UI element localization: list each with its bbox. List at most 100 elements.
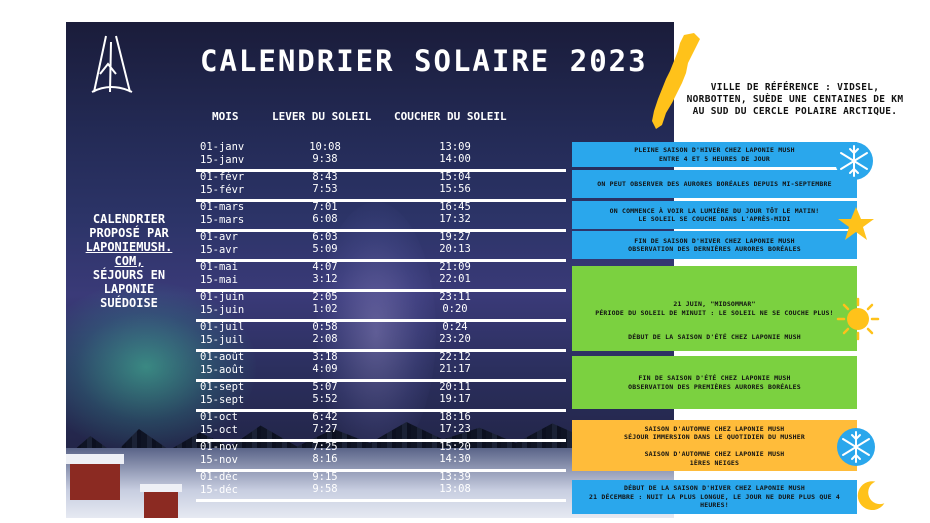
season-note: SAISON D'AUTOMNE CHEZ LAPONIE MUSH SÉJOUR… [572,420,857,446]
snowflake-icon [835,142,873,180]
season-note-line: ENTRE 4 ET 5 HEURES DE JOUR [658,154,771,163]
sunrise-time: 4:07 [312,261,338,273]
row-divider [196,439,566,442]
season-note: DÉBUT DE LA SAISON D'ÉTÉ CHEZ LAPONIE MU… [572,324,857,350]
side-caption: CALENDRIER PROPOSÉ PAR LAPONIEMUSH. COM,… [84,212,174,310]
season-note-text: DÉBUT DE LA SAISON D'ÉTÉ CHEZ LAPONIE MU… [628,333,801,342]
season-note: PLEINE SAISON D'HIVER CHEZ LAPONIE MUSH E… [572,142,857,167]
season-note: ON PEUT OBSERVER DES AURORES BORÉALES DE… [572,170,857,198]
row-divider [196,499,566,502]
sweden-map [652,33,700,129]
season-note: FIN DE SAISON D'ÉTÉ CHEZ LAPONIE MUSH OBS… [572,356,857,409]
sunrise-time: 5:07 [312,381,338,393]
side-line: SÉJOURS EN [92,268,166,282]
sunrise-time: 5:52 [312,393,338,405]
row-divider [196,289,566,292]
sunrise-time: 6:03 [312,231,338,243]
season-note-line: ON COMMENCE À VOIR LA LUMIÈRE DU JOUR TÔ… [609,206,820,215]
sunset-time: 13:09 [439,141,471,153]
date-label: 15-déc [200,484,238,496]
date-label: 01-août [200,351,245,363]
cabin-roof [66,454,124,464]
sunrise-time: 7:25 [312,441,338,453]
season-note-line: 21 JUIN, "MIDSOMMAR" [673,300,756,308]
sunset-time: 0:20 [442,303,468,315]
date-label: 15-août [200,364,245,376]
website-link[interactable]: COM, [114,254,144,268]
season-note-text: DÉBUT DE LA SAISON D'HIVER CHEZ LAPONIE … [589,484,840,510]
date-label: 01-avr [200,231,238,243]
season-note-line: LE SOLEIL SE COUCHE DANS L'APRÈS-MIDI [638,215,791,223]
sunset-time: 21:17 [439,363,471,375]
season-note-line: PÉRIODE DU SOLEIL DE MINUIT : LE SOLEIL … [595,308,834,317]
row-divider [196,319,566,322]
sunrise-time: 9:58 [312,483,338,495]
col-header-sunset: COUCHER DU SOLEIL [394,110,507,123]
season-note-line: OBSERVATION DES PREMIÈRES AURORES BORÉAL… [628,382,801,391]
snowflake-icon [837,428,875,466]
cabin-roof [140,484,182,492]
sunrise-time: 4:09 [312,363,338,375]
sunset-time: 15:04 [439,171,471,183]
date-label: 15-oct [200,424,238,436]
sunrise-time: 0:58 [312,321,338,333]
sunrise-time: 10:08 [309,141,341,153]
sunset-time: 22:12 [439,351,471,363]
page-title: CALENDRIER SOLAIRE 2023 [200,44,648,78]
sunset-time: 13:08 [439,483,471,495]
season-note-line: DÉBUT DE LA SAISON D'HIVER CHEZ LAPONIE … [623,484,805,493]
sunrise-time: 3:18 [312,351,338,363]
sunset-time: 20:13 [439,243,471,255]
date-label: 15-juil [200,334,245,346]
row-divider [196,349,566,352]
sunset-time: 0:24 [442,321,468,333]
season-note-line: FIN DE SAISON D'ÉTÉ CHEZ LAPONIE MUSH [638,374,791,382]
sunset-time: 20:11 [439,381,471,393]
tipi-logo [91,35,133,93]
season-note-line: PLEINE SAISON D'HIVER CHEZ LAPONIE MUSH [634,146,795,154]
sunrise-time: 6:42 [312,411,338,423]
side-line: PROPOSÉ PAR [89,226,169,240]
season-note-line: 1ÈRES NEIGES [689,458,740,467]
season-note-text: SAISON D'AUTOMNE CHEZ LAPONIE MUSH 1ÈRES … [645,450,785,467]
row-divider [196,409,566,412]
cabin [70,462,120,500]
sunset-time: 15:20 [439,441,471,453]
sunset-time: 17:32 [439,213,471,225]
date-label: 01-juin [200,291,245,303]
date-label: 15-sept [200,394,245,406]
cabin [144,490,178,518]
sunrise-time: 8:43 [312,171,338,183]
sunset-time: 14:30 [439,453,471,465]
sunset-time: 13:39 [439,471,471,483]
row-divider [196,259,566,262]
season-note-text: PLEINE SAISON D'HIVER CHEZ LAPONIE MUSH E… [634,146,794,163]
sunrise-time: 2:08 [312,333,338,345]
sunset-time: 17:23 [439,423,471,435]
sunset-time: 15:56 [439,183,471,195]
row-divider [196,169,566,172]
sunrise-time: 7:27 [312,423,338,435]
season-note-text: ON PEUT OBSERVER DES AURORES BORÉALES DE… [597,180,831,189]
date-label: 15-mai [200,274,238,286]
aurora-glow [316,202,436,462]
website-link[interactable]: LAPONIEMUSH. [85,240,173,254]
season-note-line: OBSERVATION DES DERNIÈRES AURORES BORÉAL… [628,245,801,253]
date-label: 15-janv [200,154,245,166]
reference-city: VILLE DE RÉFÉRENCE : VIDSEL, NORBOTTEN, … [686,82,904,117]
season-note-line: HEURES! [700,501,729,510]
sunset-time: 23:20 [439,333,471,345]
date-label: 15-avr [200,244,238,256]
season-note-line: SAISON D'AUTOMNE CHEZ LAPONIE MUSH [644,450,785,458]
season-note-text: FIN DE SAISON D'HIVER CHEZ LAPONIE MUSH O… [628,237,801,254]
season-note-line: DÉBUT DE LA SAISON D'ÉTÉ CHEZ LAPONIE MU… [628,332,801,341]
row-divider [196,469,566,472]
season-note-text: ON COMMENCE À VOIR LA LUMIÈRE DU JOUR TÔ… [610,207,820,224]
sunrise-time: 6:08 [312,213,338,225]
sun-icon [836,297,880,341]
season-note-line: SÉJOUR IMMERSION DANS LE QUOTIDIEN DU MU… [624,433,805,441]
season-note-line: 21 DÉCEMBRE : NUIT LA PLUS LONGUE, LE JO… [589,492,840,501]
sunrise-time: 5:09 [312,243,338,255]
date-label: 01-mai [200,261,238,273]
date-label: 01-févr [200,171,245,183]
